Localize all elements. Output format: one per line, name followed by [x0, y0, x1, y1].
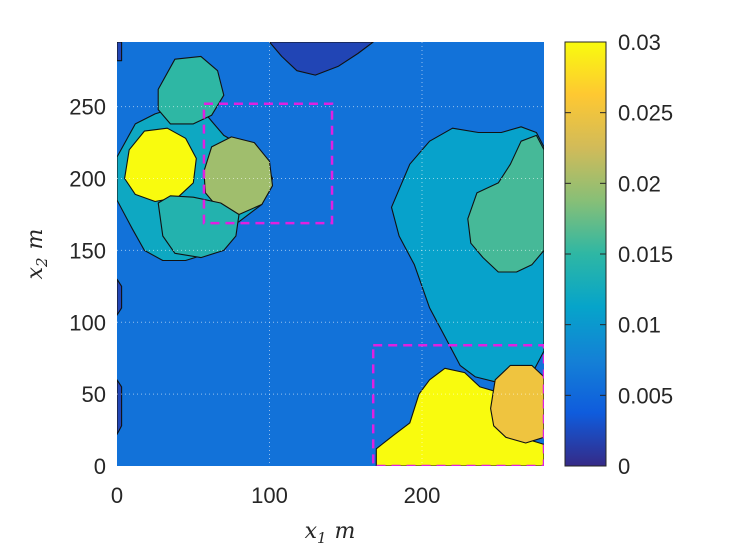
y-tick-label: 50: [82, 382, 106, 407]
colorbar-gradient: [564, 41, 607, 467]
region-left-edge-dark-top: [117, 42, 123, 62]
colorbar-tick-label: 0.025: [618, 101, 673, 126]
region-right-teal: [467, 134, 544, 273]
colorbar-ticks: 0 0.005 0.01 0.015 0.02 0.025 0.03: [565, 30, 673, 479]
region-lower-right-orange: [490, 364, 544, 444]
colorbar-tick-label: 0.01: [618, 313, 661, 338]
x-tick-labels: 0 100 200: [111, 483, 440, 508]
colorbar-tick-label: 0.02: [618, 171, 661, 196]
region-lower-right-yellow: [375, 367, 544, 466]
region-left-edge-dark-mid: [117, 278, 123, 316]
region-left-yellow: [124, 127, 197, 203]
colorbar: 0 0.005 0.01 0.015 0.02 0.025 0.03: [564, 30, 673, 479]
plot-area: [117, 42, 544, 466]
colorbar-tick-label: 0.015: [618, 242, 673, 267]
y-tick-labels: 0 50 100 150 200 250: [69, 95, 106, 479]
colorbar-tick-label: 0: [618, 454, 630, 479]
dashed-boxes: [202, 102, 544, 466]
colorbar-tick-label: 0.03: [618, 30, 661, 55]
y-tick-label: 150: [69, 238, 106, 263]
x-tick-label: 0: [111, 483, 123, 508]
colorbar-tick-label: 0.005: [618, 383, 673, 408]
y-tick-label: 0: [94, 454, 106, 479]
y-tick-label: 200: [69, 167, 106, 192]
y-tick-label: 250: [69, 95, 106, 120]
region-upper-left-teal: [157, 55, 225, 125]
region-left-edge-dark-bottom: [117, 379, 123, 435]
region-lower-left-teal: [157, 195, 240, 259]
x-axis-label: x1 m: [305, 519, 356, 547]
box-upper-left: [202, 102, 334, 225]
grid-lines: [117, 42, 544, 466]
box-lower-right: [371, 344, 544, 466]
region-top-dark-notch: [268, 42, 374, 76]
y-tick-label: 100: [69, 310, 106, 335]
x-tick-label: 100: [251, 483, 288, 508]
x-tick-label: 200: [404, 483, 441, 508]
y-axis-label: x2m: [23, 229, 51, 280]
